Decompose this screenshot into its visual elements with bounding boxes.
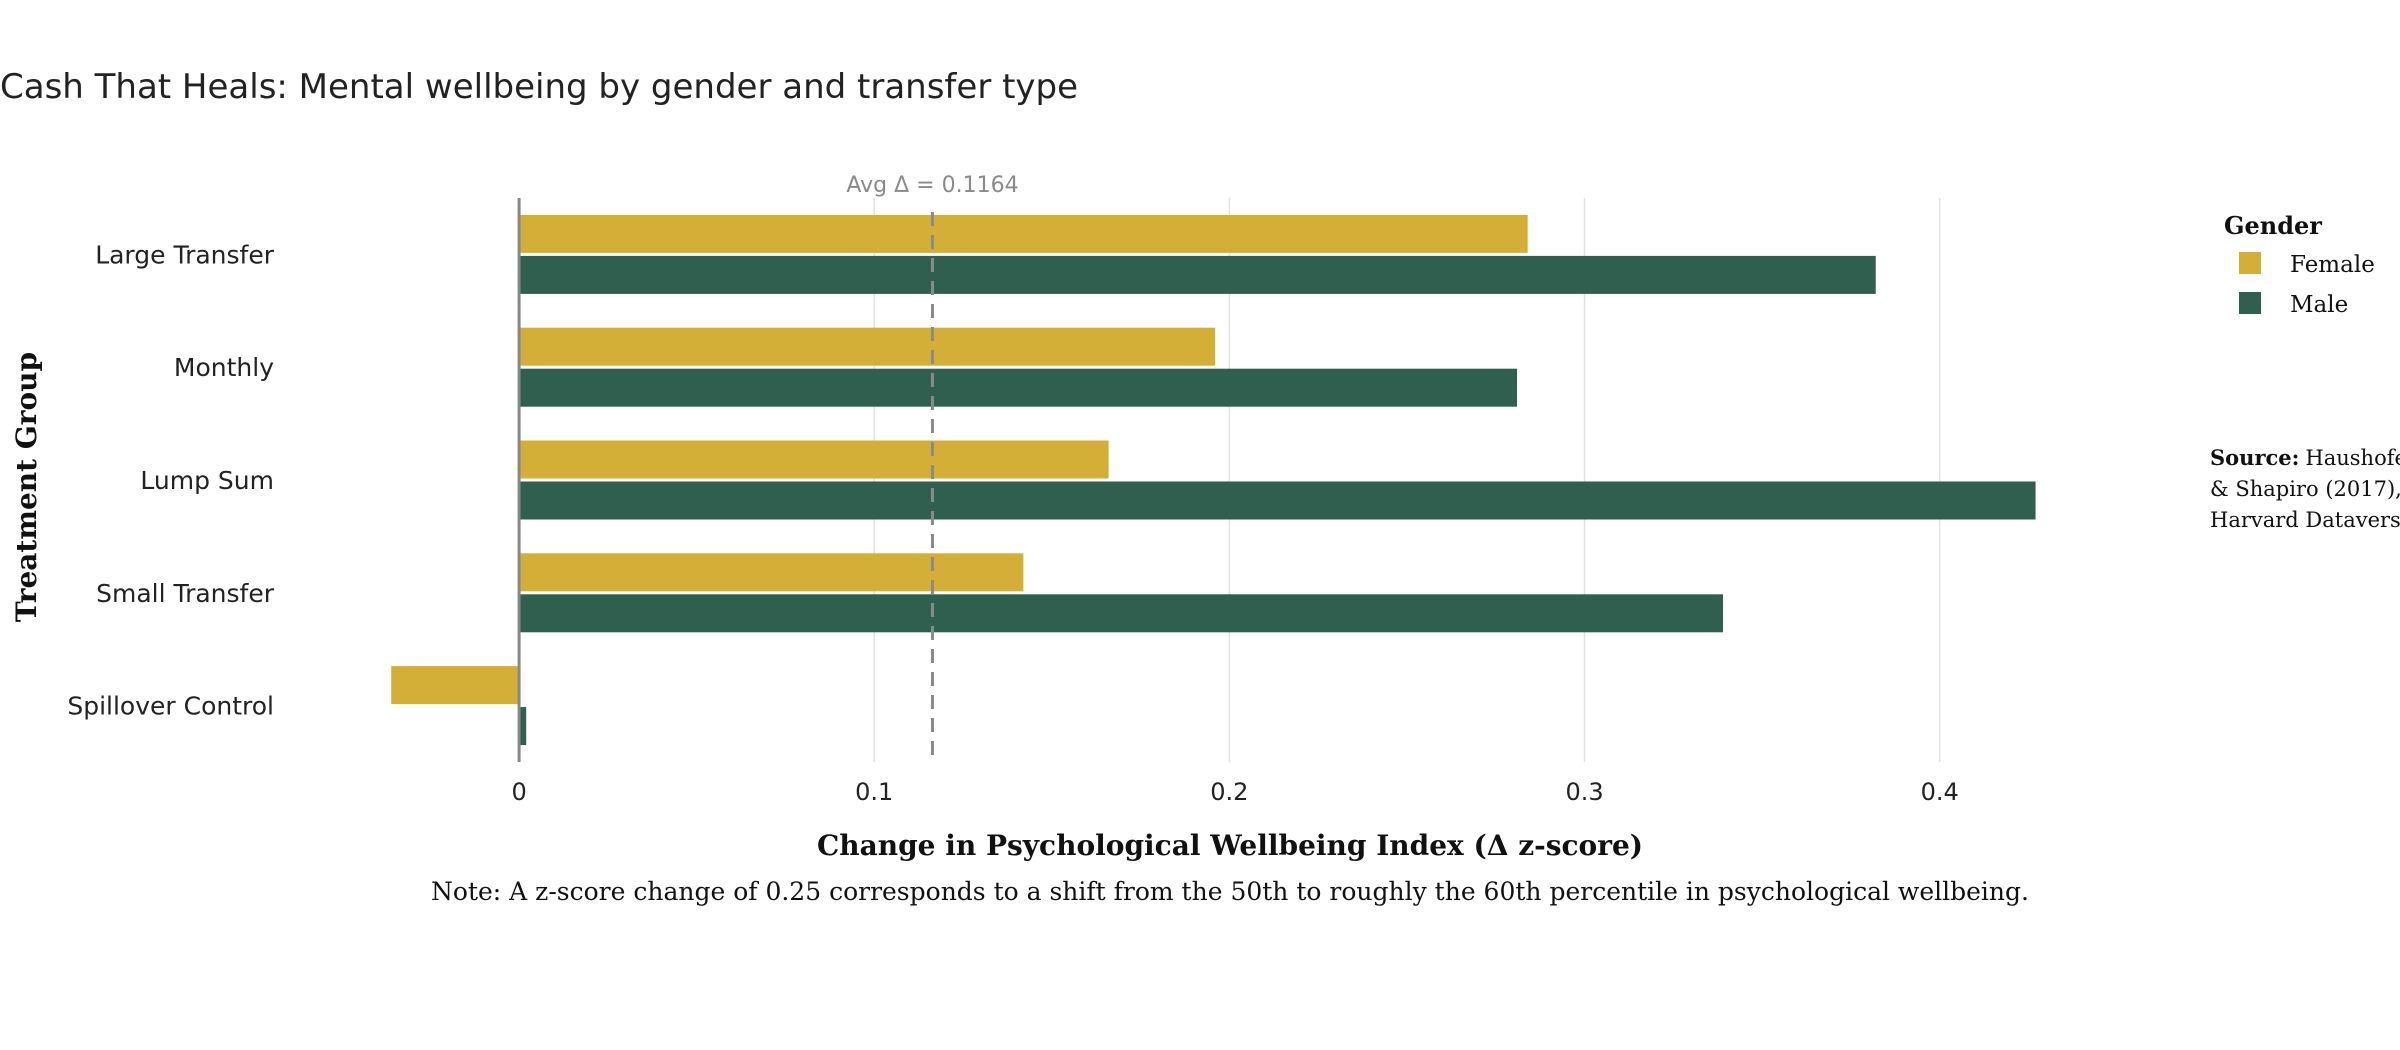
category-labels: Large Transfer Monthly Lump Sum Small Trans… (67, 240, 274, 720)
category-label-4: Spillover Control (67, 692, 274, 721)
x-tick-label-2: 0.2 (1210, 778, 1248, 806)
category-label-3: Small Transfer (96, 579, 275, 608)
x-tick-label-4: 0.4 (1921, 778, 1959, 806)
source-line-1: Source:Haushofer (2210, 445, 2400, 470)
source-line-2: & Shapiro (2017), (2210, 477, 2400, 501)
x-axis-title: Change in Psychological Wellbeing Index … (817, 829, 1643, 862)
source-line-3: Harvard Dataverse (2210, 508, 2400, 532)
legend-label-female: Female (2290, 252, 2375, 278)
avg-reference-label: Avg Δ = 0.1164 (846, 173, 1018, 198)
source-label: Source: (2210, 445, 2299, 470)
y-axis-title: Treatment Group (10, 352, 43, 622)
legend-swatch-male (2239, 292, 2261, 314)
legend-label-male: Male (2290, 292, 2348, 318)
x-tick-labels: 0 0.1 0.2 0.3 0.4 (511, 778, 1958, 806)
source-text-1: Haushofer (2305, 446, 2400, 470)
category-label-1: Monthly (174, 353, 274, 382)
bar-female-0 (519, 214, 1528, 253)
x-tick-label-0: 0 (511, 778, 526, 806)
chart-title: Cash That Heals: Mental wellbeing by gen… (0, 67, 1078, 107)
legend: Gender Female Male (2224, 211, 2375, 318)
x-tick-label-1: 0.1 (855, 778, 893, 806)
legend-title: Gender (2224, 211, 2322, 240)
bar-female-4 (391, 666, 520, 705)
legend-swatch-female (2239, 252, 2261, 274)
source-annotation: Source:Haushofer & Shapiro (2017), Harva… (2210, 445, 2400, 532)
bar-male-3 (519, 594, 1724, 633)
bar-female-2 (519, 440, 1109, 479)
bar-group (391, 214, 2036, 746)
bar-female-3 (519, 553, 1024, 592)
bar-male-2 (519, 481, 2036, 520)
chart-note: Note: A z-score change of 0.25 correspon… (431, 877, 2029, 906)
bar-female-1 (519, 327, 1216, 366)
bar-male-0 (519, 255, 1876, 294)
bar-male-1 (519, 368, 1518, 407)
x-tick-label-3: 0.3 (1565, 778, 1603, 806)
category-label-2: Lump Sum (140, 466, 274, 495)
bar-male-4 (519, 707, 527, 746)
reference-line-group: Avg Δ = 0.1164 (846, 173, 1019, 762)
category-label-0: Large Transfer (95, 240, 275, 269)
